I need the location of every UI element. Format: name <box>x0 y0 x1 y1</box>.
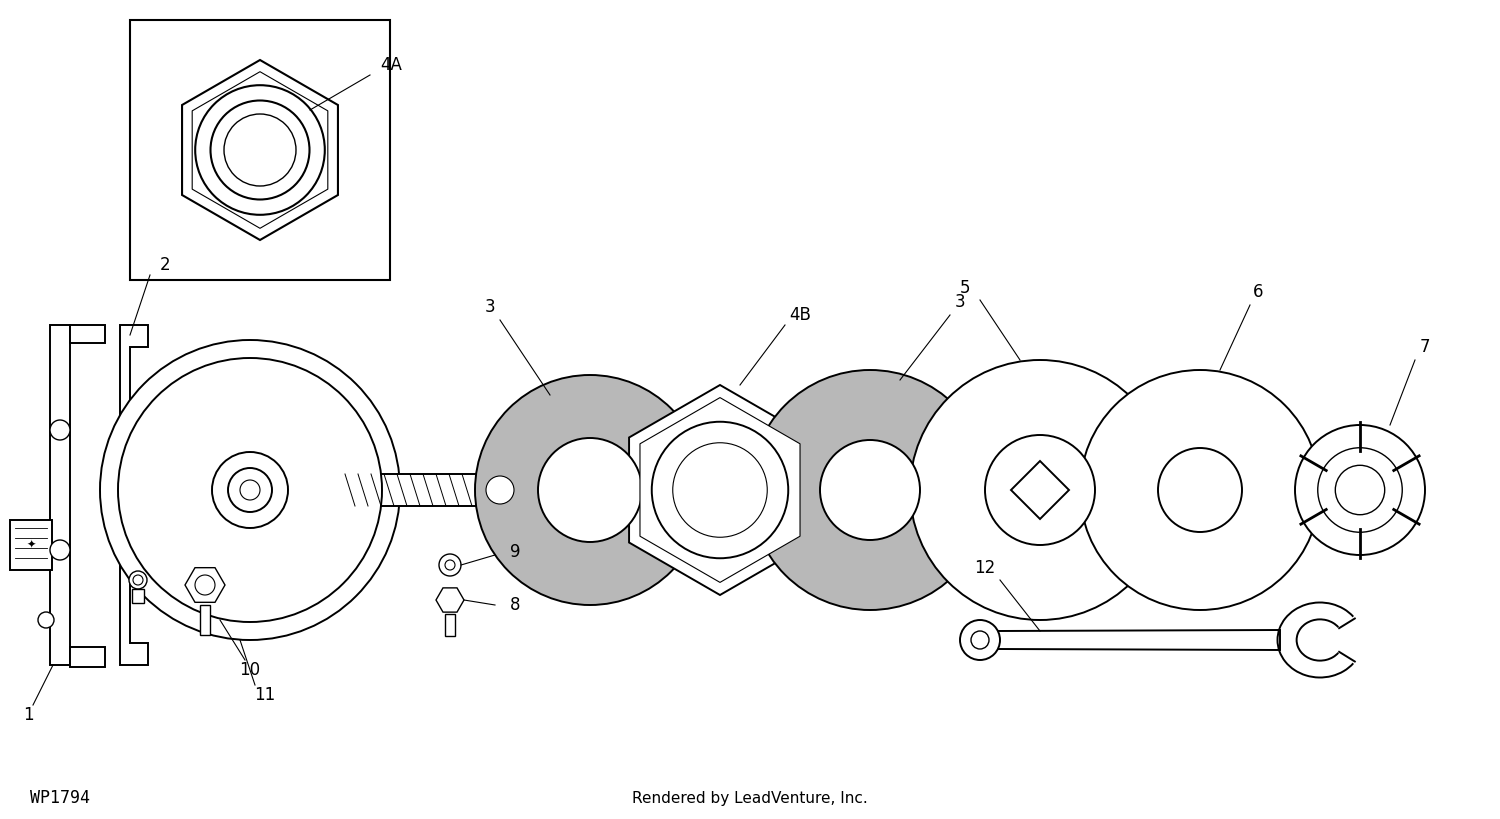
Polygon shape <box>192 72 328 229</box>
Polygon shape <box>628 385 812 595</box>
Circle shape <box>126 365 375 614</box>
FancyBboxPatch shape <box>10 520 53 570</box>
FancyBboxPatch shape <box>446 614 454 636</box>
Circle shape <box>211 452 288 528</box>
Circle shape <box>38 612 54 628</box>
Circle shape <box>440 554 460 576</box>
Circle shape <box>651 422 789 559</box>
Polygon shape <box>436 588 463 612</box>
Text: 9: 9 <box>510 543 520 561</box>
Circle shape <box>960 620 1000 660</box>
Circle shape <box>118 358 382 622</box>
FancyBboxPatch shape <box>200 605 210 635</box>
Circle shape <box>476 466 524 514</box>
Polygon shape <box>120 325 148 665</box>
Circle shape <box>910 360 1170 620</box>
Circle shape <box>195 575 214 595</box>
Circle shape <box>50 420 70 440</box>
Circle shape <box>446 560 454 570</box>
Circle shape <box>970 631 988 649</box>
Text: 8: 8 <box>510 596 520 614</box>
Polygon shape <box>182 60 338 240</box>
Circle shape <box>1080 370 1320 610</box>
Text: Rendered by LeadVenture, Inc.: Rendered by LeadVenture, Inc. <box>632 790 868 806</box>
Circle shape <box>195 85 326 215</box>
Text: LEADVENTURE: LEADVENTURE <box>534 464 966 516</box>
Text: 2: 2 <box>159 256 171 274</box>
Text: 11: 11 <box>255 686 276 704</box>
Text: 5: 5 <box>960 279 970 297</box>
Text: 4A: 4A <box>380 56 402 74</box>
Text: 10: 10 <box>240 661 261 679</box>
FancyBboxPatch shape <box>50 325 70 665</box>
Text: 3: 3 <box>484 298 495 316</box>
Circle shape <box>228 468 272 512</box>
Text: ✦: ✦ <box>27 540 36 550</box>
Circle shape <box>240 480 260 500</box>
Circle shape <box>50 540 70 560</box>
FancyBboxPatch shape <box>285 474 480 506</box>
Circle shape <box>750 370 990 610</box>
Circle shape <box>1317 448 1402 532</box>
Text: 12: 12 <box>975 559 996 577</box>
Circle shape <box>486 476 514 504</box>
Polygon shape <box>640 397 800 582</box>
Text: 1: 1 <box>22 706 33 724</box>
Circle shape <box>1294 425 1425 555</box>
Polygon shape <box>1011 461 1070 519</box>
Text: WP1794: WP1794 <box>30 789 90 807</box>
Polygon shape <box>998 630 1280 650</box>
Text: 7: 7 <box>1419 338 1431 356</box>
FancyBboxPatch shape <box>70 325 105 343</box>
Circle shape <box>476 375 705 605</box>
FancyBboxPatch shape <box>70 647 105 667</box>
FancyBboxPatch shape <box>132 589 144 603</box>
Polygon shape <box>184 568 225 602</box>
Text: 4B: 4B <box>789 306 812 324</box>
Text: 3: 3 <box>954 293 966 311</box>
FancyBboxPatch shape <box>130 20 390 280</box>
Circle shape <box>134 575 142 585</box>
Circle shape <box>821 440 920 540</box>
Text: 6: 6 <box>1252 283 1263 301</box>
Circle shape <box>100 340 400 640</box>
Circle shape <box>672 443 766 537</box>
Circle shape <box>538 438 642 542</box>
Circle shape <box>210 101 309 200</box>
Circle shape <box>129 571 147 589</box>
Circle shape <box>1158 448 1242 532</box>
Circle shape <box>986 435 1095 545</box>
Circle shape <box>1335 465 1384 514</box>
Circle shape <box>224 114 296 186</box>
